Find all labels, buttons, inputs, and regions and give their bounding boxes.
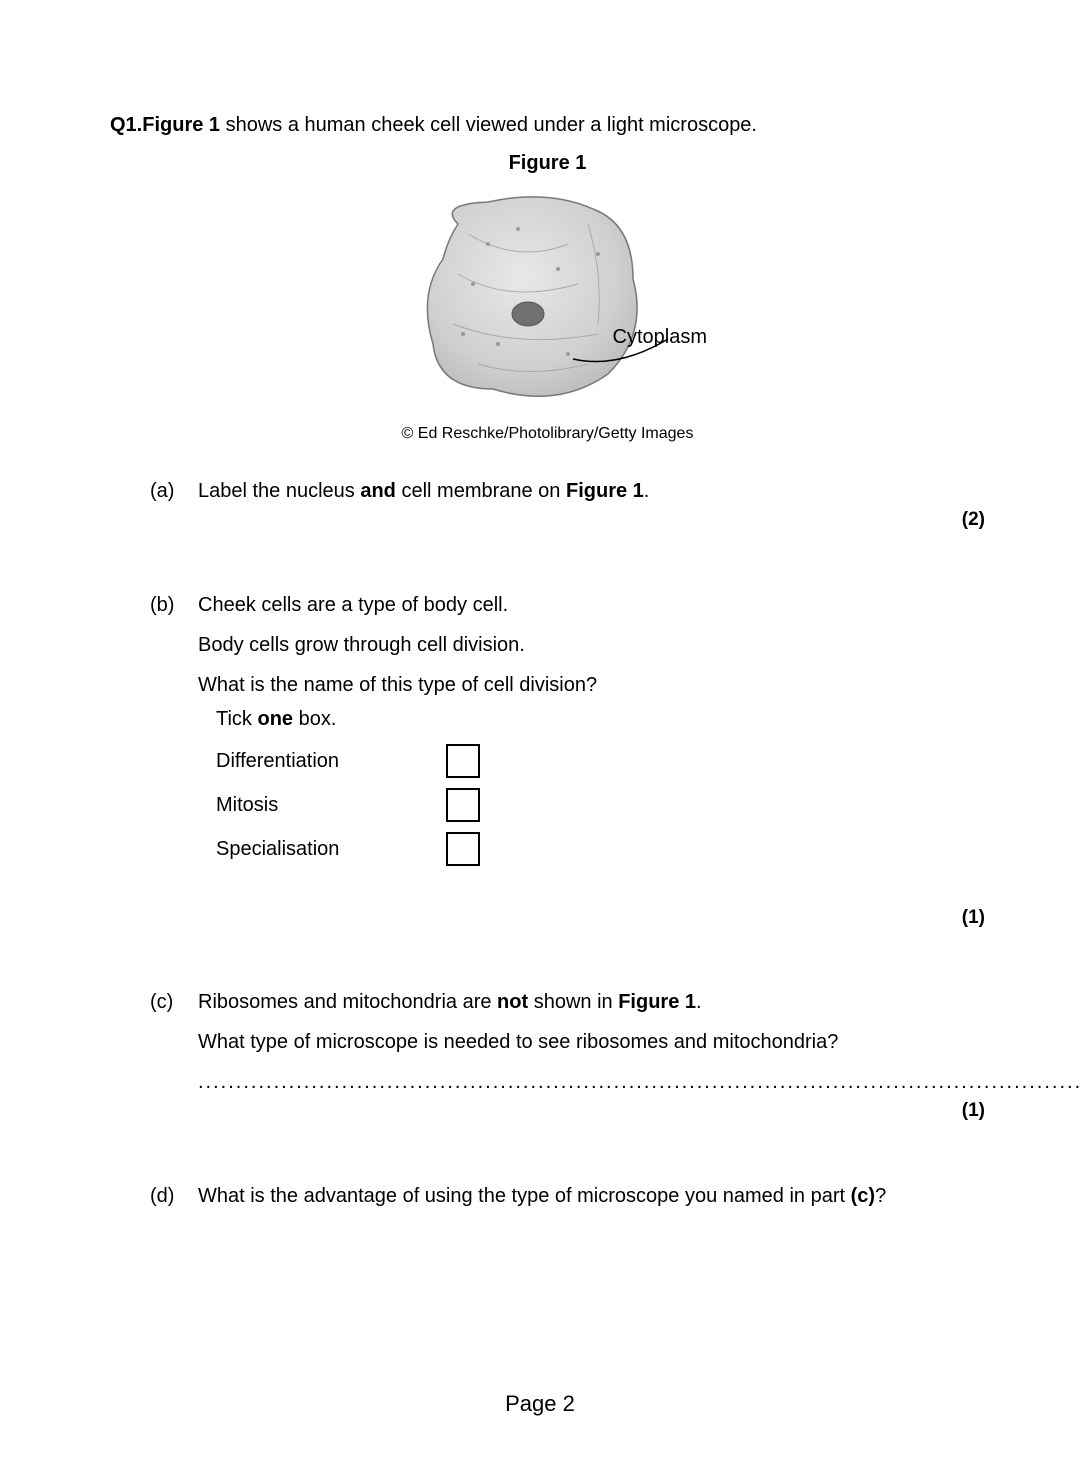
option-label: Specialisation <box>216 834 446 864</box>
question-number: Q1. <box>110 114 142 136</box>
option-row: Specialisation <box>216 832 985 866</box>
figure-caption: Figure 1 <box>110 148 985 178</box>
part-b-l2: Body cells grow through cell division. <box>198 630 985 660</box>
cytoplasm-label: Cytoplasm <box>613 322 707 352</box>
part-d-t1: What is the advantage of using the type … <box>198 1185 851 1207</box>
checkbox-differentiation[interactable] <box>446 744 480 778</box>
part-c-l2: What type of microscope is needed to see… <box>198 1027 1080 1057</box>
option-label: Mitosis <box>216 790 446 820</box>
image-credit: © Ed Reschke/Photolibrary/Getty Images <box>110 422 985 446</box>
option-row: Mitosis <box>216 788 985 822</box>
part-c: (c) Ribosomes and mitochondria are not s… <box>150 987 985 1097</box>
part-a-text2: cell membrane on <box>396 480 566 502</box>
part-c-marks: (1) <box>110 1097 985 1126</box>
part-a-letter: (a) <box>150 476 198 506</box>
part-c-t1: Ribosomes and mitochondria are <box>198 991 497 1013</box>
part-b-letter: (b) <box>150 590 198 620</box>
tick-text1: Tick <box>216 708 257 730</box>
figure-1: Cytoplasm <box>338 184 758 414</box>
part-a-marks: (2) <box>110 506 985 535</box>
part-d-t2: ? <box>875 1185 886 1207</box>
part-b: (b) Cheek cells are a type of body cell.… <box>150 590 985 876</box>
part-a-text1: Label the nucleus <box>198 480 360 502</box>
page-footer: Page 2 <box>0 1387 1080 1420</box>
tick-text2: box. <box>293 708 336 730</box>
part-a-bold2: Figure 1 <box>566 480 644 502</box>
part-c-letter: (c) <box>150 987 198 1017</box>
question-intro: Q1.Figure 1 shows a human cheek cell vie… <box>110 110 985 140</box>
part-b-l1: Cheek cells are a type of body cell. <box>198 590 985 620</box>
part-a-text3: . <box>644 480 650 502</box>
part-c-b1: not <box>497 991 528 1013</box>
answer-line[interactable]: ........................................… <box>198 1067 1080 1097</box>
option-label: Differentiation <box>216 746 446 776</box>
part-d: (d) What is the advantage of using the t… <box>150 1181 985 1211</box>
checkbox-mitosis[interactable] <box>446 788 480 822</box>
part-a: (a) Label the nucleus and cell membrane … <box>150 476 985 506</box>
part-c-t3: . <box>696 991 702 1013</box>
tick-bold: one <box>257 708 293 730</box>
part-a-bold1: and <box>360 480 396 502</box>
cell-diagram <box>398 184 698 414</box>
option-row: Differentiation <box>216 744 985 778</box>
part-d-b1: (c) <box>851 1185 875 1207</box>
intro-text: shows a human cheek cell viewed under a … <box>220 114 757 136</box>
part-b-marks: (1) <box>110 904 985 933</box>
part-c-b2: Figure 1 <box>618 991 696 1013</box>
intro-bold: Figure 1 <box>142 114 220 136</box>
part-d-letter: (d) <box>150 1181 198 1211</box>
part-c-t2: shown in <box>528 991 618 1013</box>
checkbox-specialisation[interactable] <box>446 832 480 866</box>
part-b-l3: What is the name of this type of cell di… <box>198 670 985 700</box>
